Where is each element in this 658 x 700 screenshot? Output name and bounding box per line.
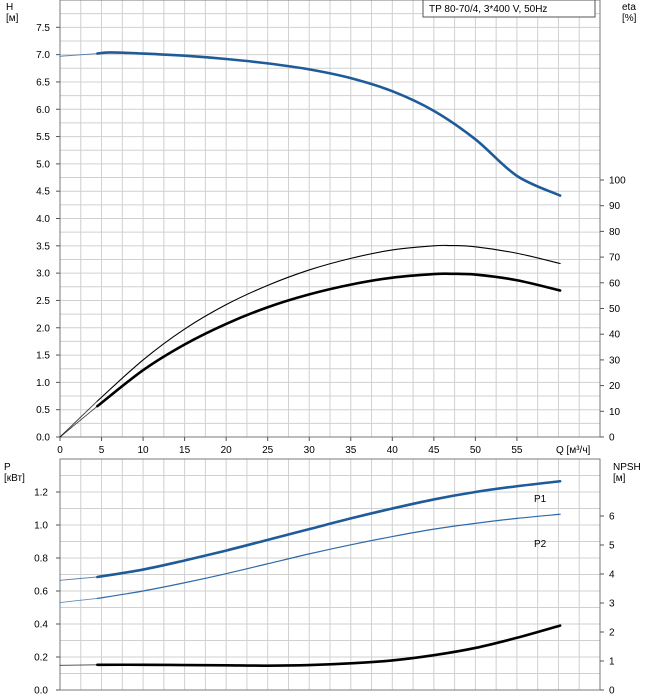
p-tick-label: 0.2 xyxy=(34,653,48,664)
npsh-tick-label: 1 xyxy=(609,657,615,668)
q-tick-label: 30 xyxy=(304,445,316,456)
eta-tick-label: 40 xyxy=(609,330,621,341)
p-tick-label: 0.4 xyxy=(34,620,48,631)
curve-p2 xyxy=(96,513,561,600)
x-axis-ticks: 0 5 10 15 20 25 30 35 40 45 50 55 xyxy=(57,437,523,456)
eta-tick-label: 0 xyxy=(609,433,615,444)
eta-tick-label: 20 xyxy=(609,381,621,392)
q-tick-label: 25 xyxy=(262,445,274,456)
h-axis-label: H [м] xyxy=(6,2,19,24)
q-tick-label: 5 xyxy=(99,445,105,456)
top-left-axis-ticks: 0.0 0.5 1.0 1.5 2.0 2.5 3.0 3.5 4.0 4.5 5.0 5.5 6.0 6… xyxy=(36,23,60,444)
h-tick-label: 4.5 xyxy=(36,187,50,198)
curve-h-extension xyxy=(59,53,98,57)
p-axis-label: P [кВт] xyxy=(4,462,25,484)
q-tick-label: 10 xyxy=(138,445,150,456)
q-tick-label: 35 xyxy=(345,445,357,456)
h-tick-label: 5.0 xyxy=(36,159,50,170)
q-tick-label: 0 xyxy=(57,445,63,456)
npsh-tick-label: 0 xyxy=(609,686,615,697)
curves-layer xyxy=(59,51,562,667)
p-tick-label: 1.2 xyxy=(34,488,48,499)
npsh-tick-label: 5 xyxy=(609,541,615,552)
npsh-tick-label: 4 xyxy=(609,570,615,581)
h-tick-label: 3.5 xyxy=(36,241,50,252)
p-tick-label: 0.0 xyxy=(34,686,48,697)
eta-tick-label: 30 xyxy=(609,355,621,366)
npsh-axis-label: NPSH [м] xyxy=(613,462,641,484)
h-tick-label: 2.0 xyxy=(36,323,50,334)
eta-tick-label: 60 xyxy=(609,278,621,289)
model-legend-text: TP 80-70/4, 3*400 V, 50Hz xyxy=(429,4,547,15)
h-tick-label: 0.0 xyxy=(36,433,50,444)
curve-eta-thick xyxy=(96,272,562,408)
h-tick-label: 5.5 xyxy=(36,132,50,143)
q-tick-label: 15 xyxy=(179,445,191,456)
eta-tick-label: 10 xyxy=(609,407,621,418)
curve-npsh xyxy=(96,624,562,667)
eta-tick-label: 50 xyxy=(609,304,621,315)
eta-tick-label: 90 xyxy=(609,201,621,212)
eta-tick-label: 100 xyxy=(609,176,626,187)
eta-axis-label: eta [%] xyxy=(622,2,637,24)
q-tick-label: 20 xyxy=(221,445,233,456)
p-tick-label: 0.6 xyxy=(34,587,48,598)
h-tick-label: 2.5 xyxy=(36,296,50,307)
curve-p1-extension xyxy=(59,576,98,581)
bottom-left-axis-ticks: 0.0 0.2 0.4 0.6 0.8 1.0 1.2 xyxy=(34,488,60,697)
h-tick-label: 7.0 xyxy=(36,50,50,61)
q-tick-label: 55 xyxy=(511,445,523,456)
series-label-p1: P1 xyxy=(534,494,547,505)
h-tick-label: 1.5 xyxy=(36,351,50,362)
h-tick-label: 0.5 xyxy=(36,405,50,416)
h-tick-label: 4.0 xyxy=(36,214,50,225)
curve-eta-thick-extension xyxy=(59,405,98,438)
q-axis-label: Q [м³/ч] xyxy=(556,445,591,456)
q-tick-label: 40 xyxy=(387,445,399,456)
bottom-right-axis-ticks: 0 1 2 3 4 5 6 xyxy=(600,512,615,697)
h-tick-label: 1.0 xyxy=(36,378,50,389)
model-legend-box xyxy=(422,0,596,18)
p-tick-label: 0.8 xyxy=(34,554,48,565)
q-tick-label: 45 xyxy=(428,445,440,456)
q-tick-label: 50 xyxy=(470,445,482,456)
eta-tick-label: 80 xyxy=(609,227,621,238)
p-tick-label: 1.0 xyxy=(34,521,48,532)
top-right-axis-ticks: 0 10 20 30 40 50 60 70 80 90 100 xyxy=(600,176,626,444)
h-tick-label: 6.5 xyxy=(36,77,50,88)
npsh-tick-label: 6 xyxy=(609,512,615,523)
npsh-tick-label: 3 xyxy=(609,599,615,610)
curve-p1 xyxy=(96,479,562,579)
eta-tick-label: 70 xyxy=(609,253,621,264)
curve-p2-extension xyxy=(59,597,98,603)
h-tick-label: 3.0 xyxy=(36,269,50,280)
curve-npsh-extension xyxy=(59,664,98,666)
top-chart-grid xyxy=(60,0,600,437)
h-tick-label: 6.0 xyxy=(36,105,50,116)
npsh-tick-label: 2 xyxy=(609,628,615,639)
curve-eta-thin xyxy=(96,244,561,402)
h-tick-label: 7.5 xyxy=(36,23,50,34)
bottom-chart-grid xyxy=(60,459,600,690)
series-label-p2: P2 xyxy=(534,539,547,550)
curve-h xyxy=(96,51,562,197)
